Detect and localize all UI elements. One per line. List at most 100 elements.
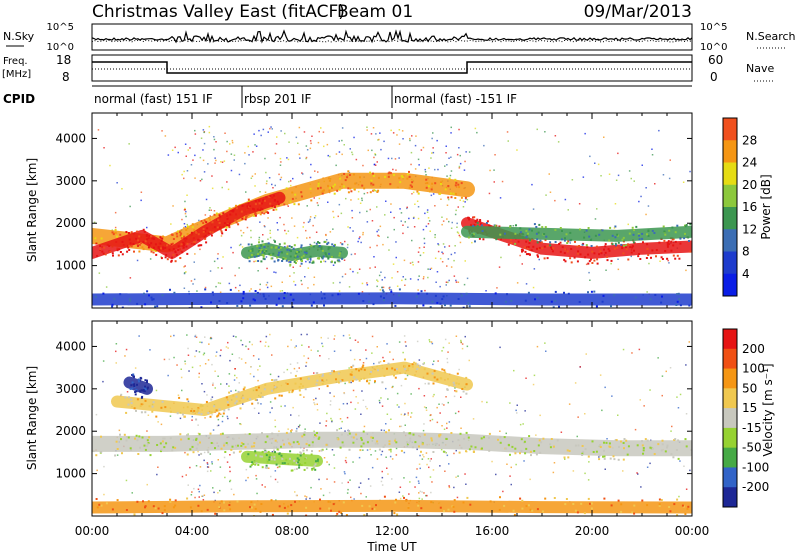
band-speckle xyxy=(264,297,267,300)
scatter-point xyxy=(439,285,441,288)
band-speckle xyxy=(288,391,291,394)
scatter-point xyxy=(185,474,187,476)
band-speckle xyxy=(577,250,579,253)
band-speckle xyxy=(264,466,267,469)
band-speckle xyxy=(554,229,557,231)
scatter-point xyxy=(385,200,387,202)
band-speckle xyxy=(299,463,301,465)
band-speckle xyxy=(283,443,285,446)
scatter-point xyxy=(510,466,512,469)
band-speckle xyxy=(614,242,617,245)
band-speckle xyxy=(430,439,433,442)
band-speckle xyxy=(393,368,396,371)
band-speckle xyxy=(445,437,448,440)
scatter-point xyxy=(257,369,259,371)
band-speckle xyxy=(256,435,259,438)
band-speckle xyxy=(160,257,163,260)
scatter-point xyxy=(351,209,353,212)
band-speckle xyxy=(265,454,268,457)
scatter-point xyxy=(269,229,271,232)
band-speckle xyxy=(393,173,395,176)
scatter-point xyxy=(244,362,247,364)
band-speckle xyxy=(262,257,265,260)
band-speckle xyxy=(579,228,581,231)
band-speckle xyxy=(525,505,528,508)
band-speckle xyxy=(237,223,240,226)
band-speckle xyxy=(623,447,625,450)
scatter-point xyxy=(450,227,453,229)
scatter-point xyxy=(391,478,393,480)
scatter-point xyxy=(439,257,442,260)
band-speckle xyxy=(169,437,172,440)
scatter-point xyxy=(402,232,404,235)
power-panel-background xyxy=(92,113,692,308)
band-speckle xyxy=(612,455,615,458)
scatter-point xyxy=(418,387,420,390)
band-speckle xyxy=(335,378,337,381)
scatter-point xyxy=(211,463,213,465)
scatter-point xyxy=(199,484,201,487)
band-speckle xyxy=(624,246,627,249)
colorbar-tick-label: 24 xyxy=(742,156,757,170)
scatter-point xyxy=(195,350,198,352)
band-speckle xyxy=(229,288,232,291)
scatter-point xyxy=(269,333,271,336)
band-speckle xyxy=(676,514,679,516)
band-speckle xyxy=(342,444,345,447)
scatter-point xyxy=(238,173,241,176)
band-speckle xyxy=(174,504,177,507)
band-speckle xyxy=(163,437,166,440)
scatter-point xyxy=(439,465,441,467)
band-speckle xyxy=(204,230,207,233)
band-speckle xyxy=(590,502,593,505)
band-speckle xyxy=(566,242,569,244)
band-speckle xyxy=(270,499,273,502)
band-speckle xyxy=(590,290,593,293)
band-speckle xyxy=(261,254,264,257)
scatter-point xyxy=(486,401,488,404)
scatter-point xyxy=(604,386,606,389)
scatter-point xyxy=(378,138,380,141)
scatter-point xyxy=(203,451,206,454)
scatter-point xyxy=(286,245,289,247)
band-speckle xyxy=(593,252,596,255)
band-speckle xyxy=(223,222,226,225)
band-speckle xyxy=(195,447,198,450)
band-speckle xyxy=(527,253,530,255)
scatter-point xyxy=(369,448,371,451)
band-speckle xyxy=(466,496,469,499)
scatter-point xyxy=(203,171,206,173)
band-speckle xyxy=(141,436,144,439)
scatter-point xyxy=(208,343,210,345)
band-speckle xyxy=(114,229,117,231)
scatter-point xyxy=(186,194,188,196)
band-speckle xyxy=(315,372,318,375)
band-speckle xyxy=(609,226,612,229)
scatter-point xyxy=(326,412,328,415)
scatter-point xyxy=(434,236,436,239)
band-speckle xyxy=(281,260,284,262)
band-speckle xyxy=(116,448,119,450)
band-speckle xyxy=(668,229,671,232)
scatter-point xyxy=(579,366,581,368)
band-speckle xyxy=(389,448,392,451)
band-speckle xyxy=(690,448,692,451)
band-speckle xyxy=(227,408,230,411)
scatter-point xyxy=(185,155,187,157)
band-speckle xyxy=(453,510,456,513)
band-speckle xyxy=(603,441,605,444)
scatter-point xyxy=(404,341,407,343)
scatter-point xyxy=(378,274,381,277)
band-speckle xyxy=(278,465,281,468)
band-speckle xyxy=(467,302,470,305)
scatter-point xyxy=(339,418,342,420)
frequency-line xyxy=(92,61,692,74)
scatter-point xyxy=(415,476,418,479)
band-speckle xyxy=(146,439,149,442)
scatter-point xyxy=(380,480,383,483)
scatter-point xyxy=(437,243,439,245)
scatter-point xyxy=(253,407,256,410)
band-speckle xyxy=(429,306,432,308)
band-speckle xyxy=(315,383,318,386)
band-speckle xyxy=(653,232,656,234)
